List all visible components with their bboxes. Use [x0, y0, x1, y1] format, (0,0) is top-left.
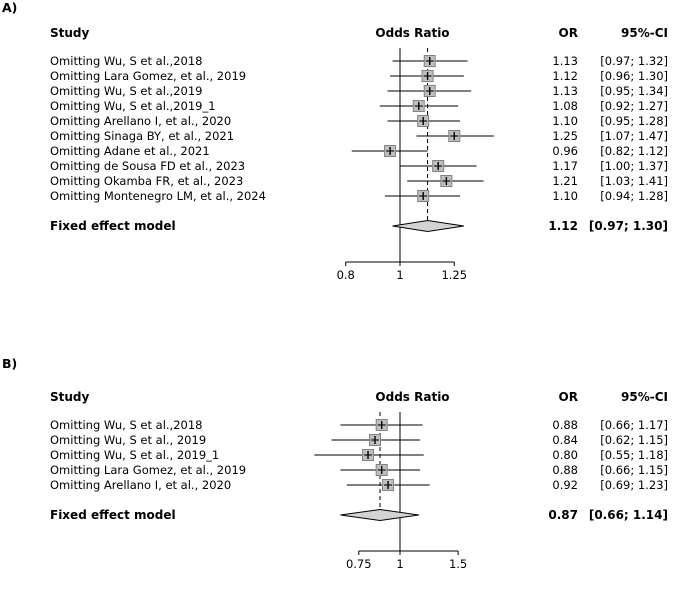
ci-value: [0.97; 1.32]	[600, 54, 668, 68]
or-value: 1.10	[552, 189, 578, 203]
study-label: Omitting Wu, S et al.,2018	[50, 418, 203, 432]
study-row: Omitting Adane et al., 2021 0.96 [0.82; 1.…	[0, 144, 685, 159]
study-label: Omitting Lara Gomez, et al., 2019	[50, 69, 247, 83]
study-label: Omitting Okamba FR, et al., 2023	[50, 174, 244, 188]
or-value: 1.12	[548, 219, 578, 233]
panel-b-label: B)	[2, 356, 18, 371]
column-header-or: OR	[558, 26, 578, 40]
study-label: Omitting Lara Gomez, et al., 2019	[50, 463, 247, 477]
study-row: Omitting Wu, S et al.,2019_1 1.08 [0.92; 1…	[0, 99, 685, 114]
study-row: Omitting Wu, S et al., 2019 0.84 [0.62; 1.…	[0, 433, 685, 448]
x-axis-tick-label: 0.8	[337, 268, 355, 282]
summary-row: Fixed effect model 1.12 [0.97; 1.30]	[0, 219, 685, 235]
column-header-ci: 95%-CI	[621, 390, 668, 404]
x-axis-tick-label: 0.75	[346, 557, 372, 571]
column-header-ci: 95%-CI	[621, 26, 668, 40]
study-row: Omitting Wu, S et al.,2019 1.13 [0.95; 1.3…	[0, 84, 685, 99]
study-row: Omitting Wu, S et al.,2018 1.13 [0.97; 1.3…	[0, 54, 685, 69]
or-value: 1.21	[552, 174, 578, 188]
study-label: Omitting Montenegro LM, et al., 2024	[50, 189, 266, 203]
panel-a-label: A)	[2, 0, 18, 15]
ci-value: [0.97; 1.30]	[588, 219, 668, 233]
ci-value: [1.03; 1.41]	[600, 174, 668, 188]
column-header-study: Study	[50, 390, 90, 404]
study-row: Omitting Arellano I, et al., 2020 1.10 [0.…	[0, 114, 685, 129]
study-row: Omitting Wu, S et al.,2018 0.88 [0.66; 1.1…	[0, 418, 685, 433]
study-row: Omitting de Sousa FD et al., 2023 1.17 [1.…	[0, 159, 685, 174]
or-value: 1.13	[552, 84, 578, 98]
column-header-study: Study	[50, 26, 90, 40]
or-value: 1.12	[552, 69, 578, 83]
or-value: 0.88	[552, 463, 578, 477]
study-row: Omitting Lara Gomez, et al., 2019 0.88 [0.…	[0, 463, 685, 478]
or-value: 1.17	[552, 159, 578, 173]
ci-value: [1.00; 1.37]	[600, 159, 668, 173]
forest-panel-b: B) Study Odds Ratio OR 95%-CI Omitting W…	[0, 356, 685, 592]
ci-value: [1.07; 1.47]	[600, 129, 668, 143]
ci-value: [0.95; 1.28]	[600, 114, 668, 128]
ci-value: [0.66; 1.14]	[588, 508, 668, 522]
study-row: Omitting Wu, S et al., 2019_1 0.80 [0.55; …	[0, 448, 685, 463]
or-value: 0.80	[552, 448, 578, 462]
study-label: Omitting Arellano I, et al., 2020	[50, 114, 232, 128]
summary-row: Fixed effect model 0.87 [0.66; 1.14]	[0, 508, 685, 524]
x-axis-tick-label: 1	[396, 268, 403, 282]
or-value: 1.08	[552, 99, 578, 113]
study-label: Omitting Wu, S et al., 2019	[50, 433, 207, 447]
ci-value: [0.92; 1.27]	[600, 99, 668, 113]
summary-label: Fixed effect model	[50, 219, 176, 233]
x-axis-tick-label: 1.25	[441, 268, 467, 282]
or-value: 1.10	[552, 114, 578, 128]
study-label: Omitting Adane et al., 2021	[50, 144, 210, 158]
or-value: 0.88	[552, 418, 578, 432]
study-row: Omitting Sinaga BY, et al., 2021 1.25 [1.0…	[0, 129, 685, 144]
study-row: Omitting Arellano I, et al., 2020 0.92 [0.…	[0, 478, 685, 493]
study-row: Omitting Montenegro LM, et al., 2024 1.10…	[0, 189, 685, 204]
or-value: 0.84	[552, 433, 578, 447]
ci-value: [0.69; 1.23]	[600, 478, 668, 492]
or-value: 0.96	[552, 144, 578, 158]
ci-value: [0.66; 1.17]	[600, 418, 668, 432]
forest-panel-a: A) Study Odds Ratio OR 95%-CI Omitting W…	[0, 0, 685, 282]
study-label: Omitting de Sousa FD et al., 2023	[50, 159, 246, 173]
ci-value: [0.94; 1.28]	[600, 189, 668, 203]
or-value: 0.92	[552, 478, 578, 492]
column-header-odds-ratio: Odds Ratio	[375, 26, 450, 40]
or-value: 1.25	[552, 129, 578, 143]
study-label: Omitting Wu, S et al., 2019_1	[50, 448, 220, 462]
study-label: Omitting Sinaga BY, et al., 2021	[50, 129, 235, 143]
study-label: Omitting Wu, S et al.,2018	[50, 54, 203, 68]
study-label: Omitting Wu, S et al.,2019	[50, 84, 203, 98]
study-label: Omitting Wu, S et al.,2019_1	[50, 99, 216, 113]
ci-value: [0.95; 1.34]	[600, 84, 668, 98]
study-label: Omitting Arellano I, et al., 2020	[50, 478, 232, 492]
column-header-odds-ratio: Odds Ratio	[375, 390, 450, 404]
or-value: 1.13	[552, 54, 578, 68]
summary-label: Fixed effect model	[50, 508, 176, 522]
ci-value: [0.62; 1.15]	[600, 433, 668, 447]
x-axis-tick-label: 1	[396, 557, 403, 571]
ci-value: [0.82; 1.12]	[600, 144, 668, 158]
study-row: Omitting Lara Gomez, et al., 2019 1.12 [0.…	[0, 69, 685, 84]
ci-value: [0.55; 1.18]	[600, 448, 668, 462]
ci-value: [0.96; 1.30]	[600, 69, 668, 83]
study-row: Omitting Okamba FR, et al., 2023 1.21 [1.0…	[0, 174, 685, 189]
x-axis-tick-label: 1.5	[449, 557, 467, 571]
ci-value: [0.66; 1.15]	[600, 463, 668, 477]
column-header-or: OR	[558, 390, 578, 404]
or-value: 0.87	[548, 508, 578, 522]
